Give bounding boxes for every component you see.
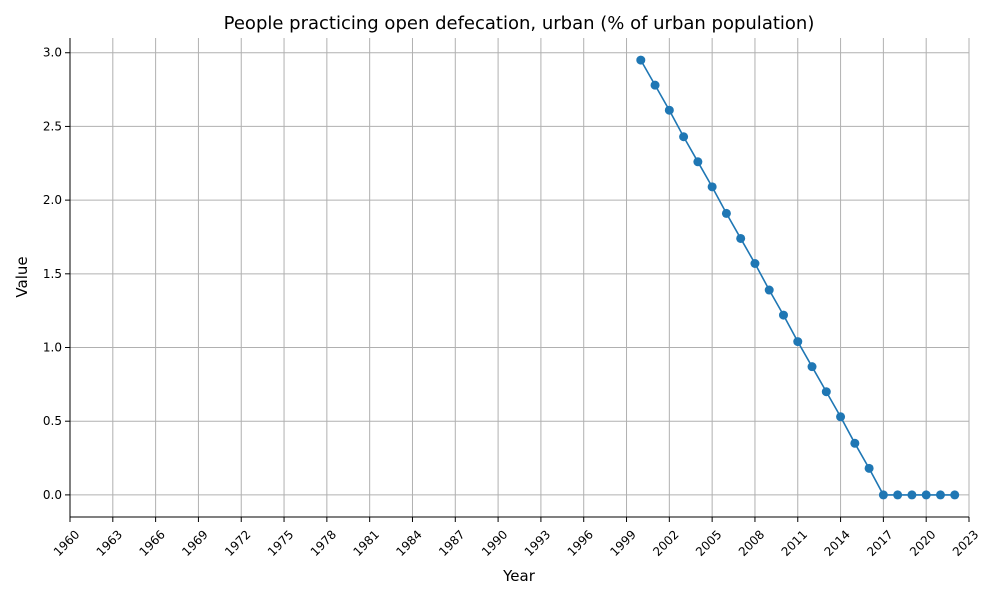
data-point <box>850 438 860 448</box>
x-tick-label: 1966 <box>136 527 167 558</box>
x-tick-label: 1960 <box>51 527 82 558</box>
data-point <box>778 310 788 320</box>
data-point <box>707 182 717 192</box>
y-tick-label: 2.0 <box>43 193 62 207</box>
x-tick-label: 2020 <box>907 527 938 558</box>
data-point <box>893 490 903 500</box>
data-point <box>878 490 888 500</box>
data-point <box>664 105 674 115</box>
x-tick-label: 2008 <box>736 527 767 558</box>
x-tick-label: 2005 <box>693 527 724 558</box>
x-tick-label: 1975 <box>265 527 296 558</box>
x-tick-label: 1963 <box>94 527 125 558</box>
data-point <box>750 258 760 268</box>
x-tick-label: 1990 <box>479 527 510 558</box>
x-axis-ticks: 1960 1963 1966 1969 1972 1975 1978 1981 1984 1987… <box>51 517 981 559</box>
x-tick-label: 1969 <box>179 527 210 558</box>
data-point <box>950 490 960 500</box>
y-axis-ticks: 0.0 0.5 1.0 1.5 2.0 2.5 3.0 <box>43 46 70 502</box>
x-axis-label: Year <box>502 567 536 585</box>
data-point <box>679 132 689 142</box>
data-point <box>807 362 817 372</box>
x-tick-label: 2014 <box>821 527 852 558</box>
data-point <box>721 208 731 218</box>
y-tick-label: 0.5 <box>43 414 62 428</box>
chart-title: People practicing open defecation, urban… <box>224 13 815 34</box>
data-point <box>935 490 945 500</box>
data-point <box>650 80 660 90</box>
data-point <box>764 285 774 295</box>
y-tick-label: 2.5 <box>43 119 62 133</box>
data-point <box>736 233 746 243</box>
data-point <box>693 157 703 167</box>
y-tick-label: 1.5 <box>43 267 62 281</box>
x-tick-label: 1987 <box>436 527 467 558</box>
x-tick-label: 2023 <box>950 527 981 558</box>
x-tick-label: 1993 <box>522 527 553 558</box>
data-point <box>907 490 917 500</box>
data-point <box>836 412 846 422</box>
y-tick-label: 1.0 <box>43 341 62 355</box>
axes <box>69 38 969 518</box>
x-tick-label: 2017 <box>864 527 895 558</box>
data-point <box>921 490 931 500</box>
grid-lines <box>69 38 970 517</box>
x-tick-label: 1996 <box>565 527 596 558</box>
x-tick-label: 1984 <box>393 527 424 558</box>
y-tick-label: 3.0 <box>43 46 62 60</box>
series-layer <box>636 55 960 500</box>
x-tick-label: 2011 <box>779 527 810 558</box>
x-tick-label: 1999 <box>607 527 638 558</box>
x-tick-label: 1972 <box>222 527 253 558</box>
x-tick-label: 1978 <box>308 527 339 558</box>
data-point <box>636 55 646 65</box>
x-tick-label: 1981 <box>351 527 382 558</box>
data-point <box>793 337 803 347</box>
x-tick-label: 2002 <box>650 527 681 558</box>
y-axis-label: Value <box>13 256 31 297</box>
y-tick-label: 0.0 <box>43 488 62 502</box>
data-point <box>864 463 874 473</box>
data-point <box>821 387 831 397</box>
